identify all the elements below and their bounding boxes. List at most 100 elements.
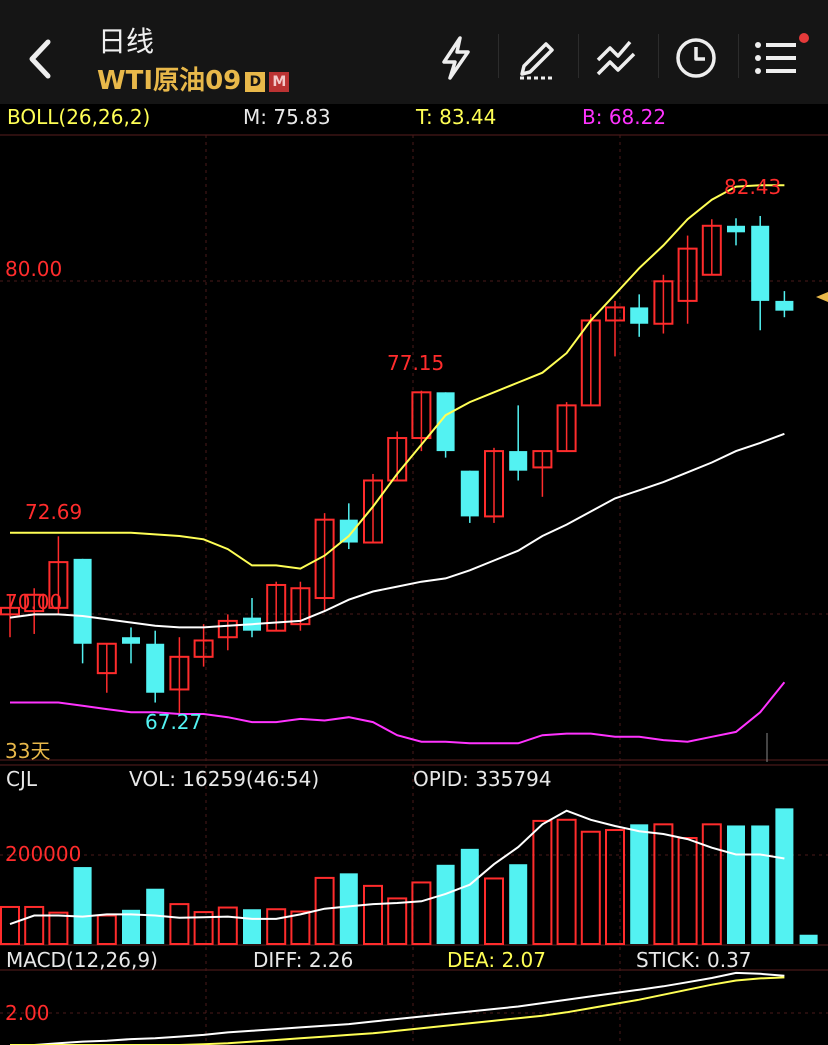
volume-bar-down bbox=[509, 864, 528, 944]
candle-body-up bbox=[96, 642, 117, 675]
volume-bar-down bbox=[122, 909, 140, 944]
candle-body-up bbox=[677, 247, 698, 302]
candle-body-up bbox=[484, 450, 504, 518]
boll-middle-value: M: 75.83 bbox=[243, 105, 331, 129]
boll-lines bbox=[9, 184, 786, 762]
volume-axis-tick: 200000 bbox=[5, 842, 82, 866]
menu-list-icon bbox=[755, 42, 796, 74]
candles bbox=[0, 215, 794, 714]
volume-bar-down bbox=[339, 873, 358, 944]
volume-bar-up bbox=[411, 881, 432, 945]
flash-button[interactable] bbox=[428, 30, 484, 86]
volume-bar-up bbox=[24, 905, 45, 945]
volume-bar-up bbox=[169, 903, 190, 945]
volume-bar-down bbox=[460, 848, 479, 944]
high-marker-mid: 77.15 bbox=[387, 351, 445, 375]
low-marker: 67.27 bbox=[145, 710, 203, 734]
candle-body-down bbox=[73, 558, 92, 644]
volume-bar-up bbox=[387, 897, 408, 945]
candle-body-up bbox=[193, 639, 214, 658]
candle-body-down bbox=[775, 300, 794, 311]
boll-bottom-value: B: 68.22 bbox=[582, 105, 667, 129]
volume-bar-up bbox=[217, 906, 238, 946]
candle-body-down bbox=[630, 307, 649, 324]
opid-line bbox=[9, 809, 785, 926]
chart-grid bbox=[0, 134, 828, 1045]
candle-body-up bbox=[48, 561, 69, 609]
back-arrow-icon[interactable] bbox=[22, 34, 62, 84]
candle-body-up bbox=[266, 583, 287, 632]
volume-bar-up bbox=[363, 884, 383, 945]
candle-body-up bbox=[217, 619, 238, 639]
instrument-label: WTI原油09 bbox=[97, 66, 242, 96]
boll-label[interactable]: BOLL(26,26,2) bbox=[7, 105, 151, 129]
volume-bar-up bbox=[580, 830, 601, 945]
volume-bar-down bbox=[243, 909, 261, 944]
volume-bar-down bbox=[751, 825, 770, 944]
indicator-button[interactable] bbox=[588, 30, 644, 86]
main-contract-badge: M bbox=[269, 71, 290, 92]
macd-dea-line bbox=[10, 976, 785, 1045]
candle-body-up bbox=[532, 450, 553, 469]
volume-bars bbox=[0, 808, 818, 946]
candle-body-up bbox=[314, 518, 335, 600]
volume-bar-up bbox=[48, 911, 69, 945]
volume-bar-up bbox=[677, 837, 698, 945]
volume-bar-up bbox=[290, 910, 311, 945]
candle-body-up bbox=[701, 224, 722, 276]
macd-axis-tick: 2.00 bbox=[5, 1001, 50, 1025]
boll-top-value: T: 83.44 bbox=[416, 105, 497, 129]
volume-value: VOL: 16259(46:54) bbox=[129, 767, 320, 791]
candle-body-up bbox=[363, 479, 383, 544]
volume-bar-up bbox=[484, 877, 504, 946]
opid-value: OPID: 335794 bbox=[413, 767, 552, 791]
volume-bar-down bbox=[727, 825, 745, 944]
candle-body-down bbox=[751, 225, 770, 301]
candle-body-up bbox=[0, 606, 20, 616]
instrument-name[interactable]: WTI原油09 D M bbox=[97, 60, 290, 97]
history-button[interactable] bbox=[668, 30, 724, 86]
candle-body-up bbox=[556, 404, 577, 453]
candle-body-up bbox=[290, 587, 311, 626]
high-marker-right: 82.43 bbox=[724, 175, 782, 199]
candle-body-down bbox=[509, 451, 528, 471]
high-marker-left: 72.69 bbox=[25, 500, 83, 524]
toolbar-divider bbox=[658, 34, 659, 78]
trend-lines-icon bbox=[596, 40, 636, 76]
clock-icon bbox=[676, 38, 716, 78]
cjl-label[interactable]: CJL bbox=[6, 767, 38, 791]
page-title: 日线 bbox=[98, 25, 155, 58]
menu-button[interactable] bbox=[748, 30, 804, 86]
macd-lines bbox=[10, 971, 785, 1045]
macd-diff-line bbox=[10, 971, 785, 1045]
toolbar-divider bbox=[738, 34, 739, 78]
volume-bar-down bbox=[436, 864, 455, 944]
volume-bar-up bbox=[605, 829, 625, 946]
toolbar-divider bbox=[578, 34, 579, 78]
candle-body-down bbox=[460, 470, 479, 517]
days-count: 33天 bbox=[5, 739, 51, 763]
candle-body-down bbox=[122, 637, 140, 644]
boll-lower-line bbox=[10, 681, 786, 745]
macd-label[interactable]: MACD(12,26,9) bbox=[6, 948, 158, 972]
volume-bar-up bbox=[653, 823, 674, 945]
candle-body-down bbox=[146, 643, 165, 693]
draw-button[interactable] bbox=[508, 30, 564, 86]
candle-body-up bbox=[169, 655, 190, 691]
candle-body-up bbox=[24, 593, 45, 613]
volume-bar-up bbox=[556, 818, 577, 945]
draw-pen-icon bbox=[520, 42, 554, 80]
volume-bar-up bbox=[532, 819, 553, 945]
volume-bar-current bbox=[799, 934, 818, 944]
candle-body-down bbox=[436, 392, 455, 452]
opid-line bbox=[9, 809, 785, 926]
daily-badge: D bbox=[245, 71, 266, 92]
volume-bar-up bbox=[0, 905, 20, 945]
macd-dea-value: DEA: 2.07 bbox=[447, 948, 546, 972]
candle-body-up bbox=[387, 437, 408, 482]
candle-body-up bbox=[605, 306, 625, 322]
candle-body-down bbox=[727, 225, 745, 233]
macd-stick-value: STICK: 0.37 bbox=[636, 948, 752, 972]
candle-body-up bbox=[653, 280, 674, 325]
